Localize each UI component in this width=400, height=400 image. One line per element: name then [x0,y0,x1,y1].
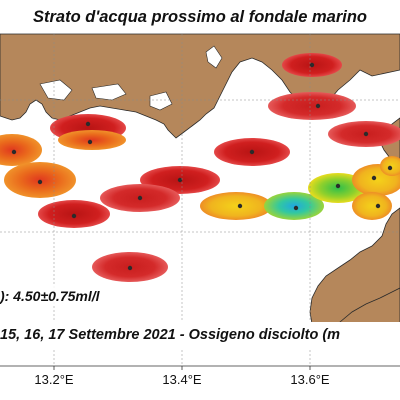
station-marker [127,265,133,271]
lon-ticks [53,366,311,370]
blob-station [58,130,126,150]
station-marker [335,183,341,189]
station-marker [371,175,377,181]
lagoon-3 [149,91,173,111]
station-markers [11,62,393,271]
station-marker [11,149,17,155]
graticule [0,34,400,366]
station-marker [71,213,77,219]
station-marker [37,179,43,185]
blob-station [200,192,272,220]
date-line-backdrop [0,322,400,350]
mean-label-backdrop [0,284,160,306]
lagoon-2 [91,83,127,101]
station-marker [293,205,299,211]
station-marker [315,103,321,109]
lagoon-1 [39,79,73,101]
blob-station [264,192,324,220]
lon-label-13-2: 13.2°E [34,372,74,387]
station-marker [87,139,93,145]
river-channel [205,45,223,69]
station-marker [85,121,91,127]
station-marker [363,131,369,137]
station-marker [249,149,255,155]
station-marker [237,203,243,209]
station-marker [387,165,393,171]
station-marker [177,177,183,183]
lon-label-13-4: 13.4°E [162,372,202,387]
survey-date-caption: 15, 16, 17 Settembre 2021 - Ossigeno dis… [0,327,341,343]
blob-station [268,92,356,120]
lon-label-13-6: 13.6°E [290,372,330,387]
station-marker [375,203,381,209]
mean-oxygen-label: ): 4.50±0.75ml/l [0,288,100,304]
station-marker [137,195,143,201]
station-marker [309,62,315,68]
blob-station [0,134,42,166]
blob-station [352,192,392,220]
oxygen-blobs [0,53,400,282]
map-title: Strato d'acqua prossimo al fondale marin… [33,8,367,26]
